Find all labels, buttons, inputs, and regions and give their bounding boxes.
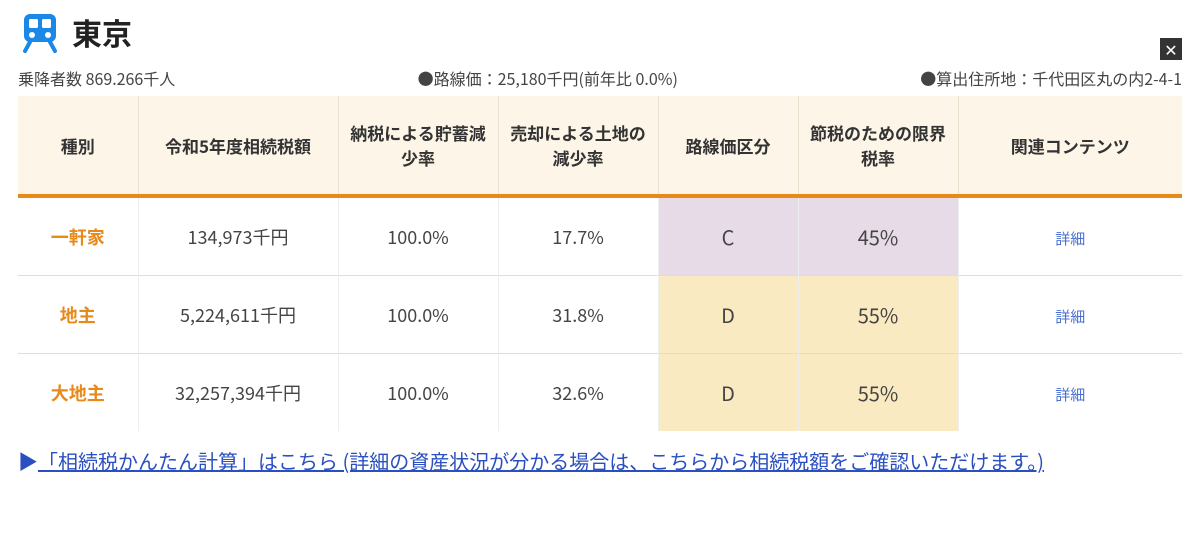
cell-detail[interactable]: 詳細 (958, 276, 1182, 354)
col-grade: 路線価区分 (658, 96, 798, 196)
play-icon: ▶ (18, 445, 38, 477)
cell-amount: 32,257,394千円 (138, 354, 338, 432)
cell-detail[interactable]: 詳細 (958, 354, 1182, 432)
footer-link-text: 「相続税かんたん計算」はこちら (詳細の資産状況が分かる場合は、こちらから相続税… (38, 446, 1044, 475)
cell-land: 31.8% (498, 276, 658, 354)
col-amount: 令和5年度相続税額 (138, 96, 338, 196)
cell-savings: 100.0% (338, 354, 498, 432)
meta-row: 乗降者数 869.266千人 ●路線価：25,180千円(前年比 0.0%) ●… (18, 66, 1182, 90)
detail-link[interactable]: 詳細 (1055, 228, 1085, 249)
cell-rate: 55% (798, 354, 958, 432)
table-row: 地主5,224,611千円100.0%31.8%D55% 詳細 (18, 276, 1182, 354)
header-bar: 東京 ✕ (18, 10, 1182, 54)
cell-rate: 55% (798, 276, 958, 354)
cell-detail[interactable]: 詳細 (958, 196, 1182, 276)
cell-type: 大地主 (18, 354, 138, 432)
cell-grade: C (658, 196, 798, 276)
col-type: 種別 (18, 96, 138, 196)
passengers-label: 乗降者数 869.266千人 (18, 66, 175, 90)
cell-grade: D (658, 354, 798, 432)
col-detail: 関連コンテンツ (958, 96, 1182, 196)
cell-savings: 100.0% (338, 196, 498, 276)
tax-table: 種別 令和5年度相続税額 納税による貯蓄減少率 売却による土地の減少率 路線価区… (18, 96, 1182, 431)
table-row: 一軒家134,973千円100.0%17.7%C45% 詳細 (18, 196, 1182, 276)
detail-link[interactable]: 詳細 (1055, 384, 1085, 405)
route-price-label: ●路線価：25,180千円(前年比 0.0%) (418, 66, 678, 90)
train-icon (18, 10, 62, 54)
table-row: 大地主32,257,394千円100.0%32.6%D55% 詳細 (18, 354, 1182, 432)
cell-land: 32.6% (498, 354, 658, 432)
table-header-row: 種別 令和5年度相続税額 納税による貯蓄減少率 売却による土地の減少率 路線価区… (18, 96, 1182, 196)
address-label: ●算出住所地：千代田区丸の内2-4-1 (920, 66, 1182, 90)
cell-land: 17.7% (498, 196, 658, 276)
cell-grade: D (658, 276, 798, 354)
cell-amount: 134,973千円 (138, 196, 338, 276)
detail-link[interactable]: 詳細 (1055, 306, 1085, 327)
close-icon[interactable]: ✕ (1160, 38, 1182, 60)
cell-rate: 45% (798, 196, 958, 276)
cell-amount: 5,224,611千円 (138, 276, 338, 354)
cell-type: 地主 (18, 276, 138, 354)
col-land: 売却による土地の減少率 (498, 96, 658, 196)
col-savings: 納税による貯蓄減少率 (338, 96, 498, 196)
cell-type: 一軒家 (18, 196, 138, 276)
station-name: 東京 (72, 10, 132, 54)
footer-calc-link[interactable]: ▶ 「相続税かんたん計算」はこちら (詳細の資産状況が分かる場合は、こちらから相… (18, 445, 1182, 477)
col-rate: 節税のための限界税率 (798, 96, 958, 196)
cell-savings: 100.0% (338, 276, 498, 354)
